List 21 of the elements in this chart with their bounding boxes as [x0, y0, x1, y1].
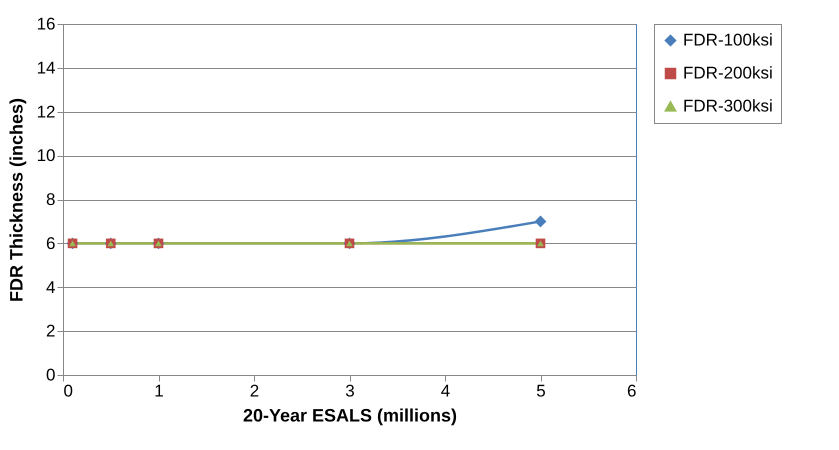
- x-tick-label: 0: [64, 382, 73, 400]
- y-tick-label: 12: [36, 102, 56, 122]
- x-tick-label: 2: [250, 382, 260, 400]
- y-tick-label: 10: [36, 146, 56, 166]
- y-tick-label: 16: [36, 14, 56, 34]
- x-tick-label: 6: [627, 382, 636, 400]
- x-tick-label: 5: [536, 382, 546, 400]
- x-tick-label: 4: [440, 382, 450, 400]
- y-tick-label: 8: [46, 190, 56, 209]
- legend-label: FDR-200ksi: [683, 64, 773, 82]
- x-tick-label: 1: [154, 382, 164, 400]
- y-tick-label: 14: [36, 58, 56, 78]
- legend-label: FDR-100ksi: [683, 30, 773, 50]
- y-tick-label: 2: [46, 322, 56, 341]
- x-axis-title: 20-Year ESALS (millions): [242, 406, 458, 426]
- legend-label: FDR-300ksi: [683, 96, 773, 116]
- x-tick-label: 3: [345, 382, 355, 400]
- y-tick-label: 4: [46, 278, 56, 297]
- y-tick-label: 0: [46, 366, 56, 384]
- y-axis-title: FDR Thickness (inches): [6, 98, 27, 302]
- y-tick-label: 6: [46, 234, 56, 253]
